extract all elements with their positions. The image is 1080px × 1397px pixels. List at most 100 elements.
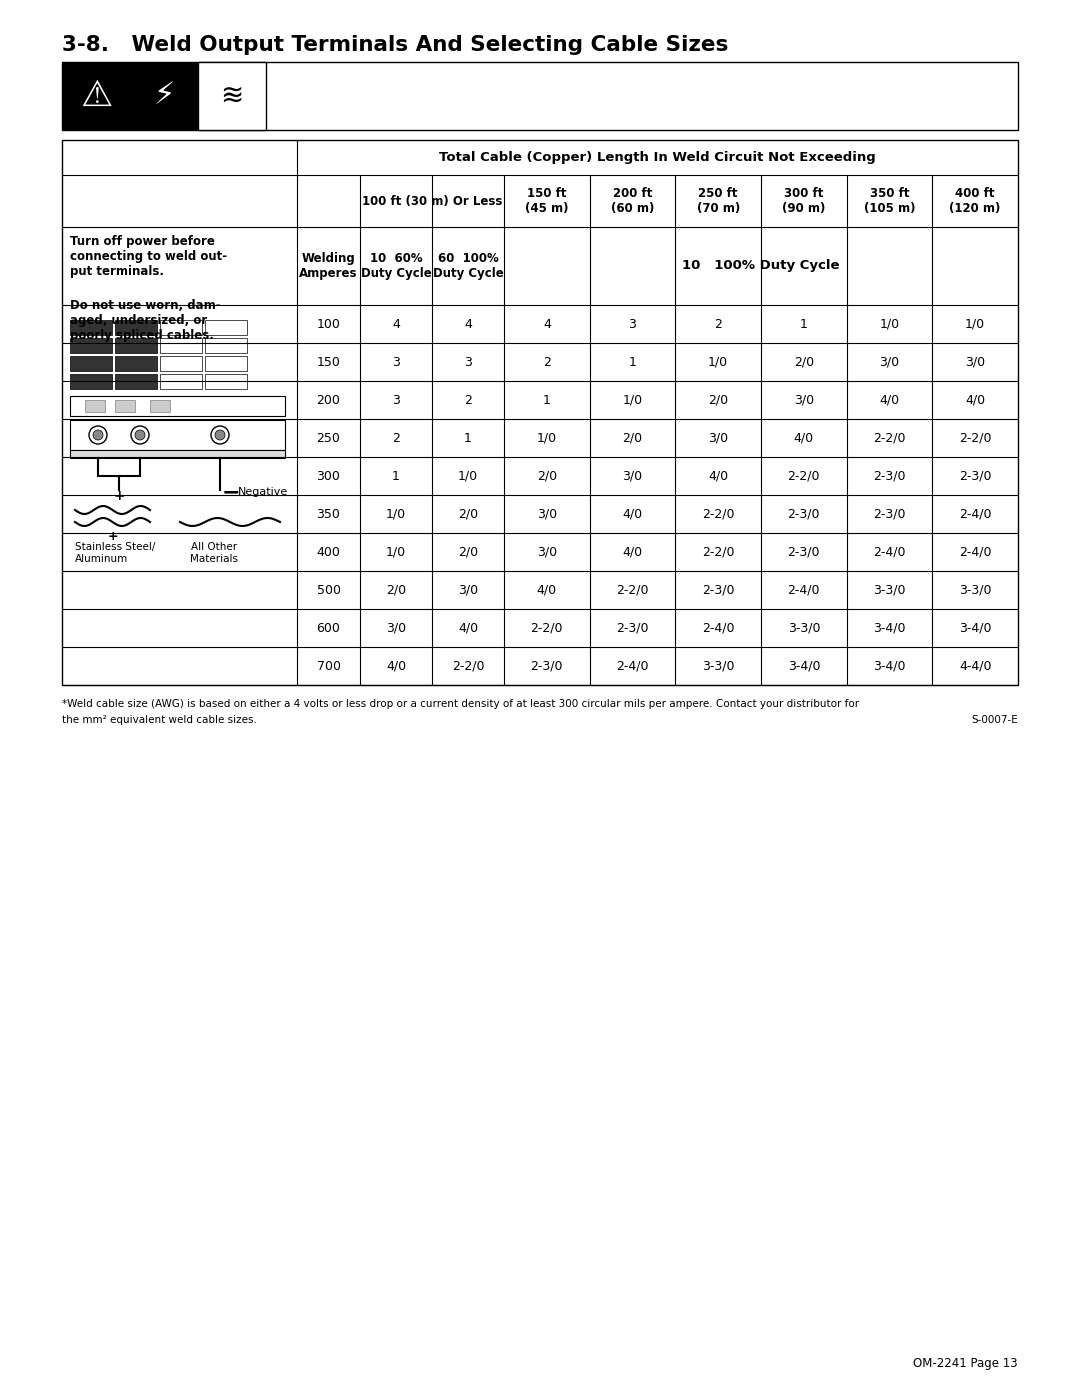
Text: 2: 2 — [714, 317, 723, 331]
Circle shape — [211, 426, 229, 444]
Text: 1: 1 — [392, 469, 400, 482]
Text: 350: 350 — [316, 507, 340, 521]
Text: 3/0: 3/0 — [386, 622, 406, 634]
Text: 3/0: 3/0 — [458, 584, 478, 597]
Text: 2-4/0: 2-4/0 — [959, 507, 991, 521]
Bar — [198, 61, 266, 130]
Bar — [70, 395, 285, 416]
Bar — [160, 320, 202, 335]
Text: 3-3/0: 3-3/0 — [702, 659, 734, 672]
Text: 2-3/0: 2-3/0 — [874, 507, 906, 521]
Text: 150: 150 — [316, 355, 340, 369]
Text: 3/0: 3/0 — [537, 545, 557, 559]
Bar — [70, 356, 112, 372]
Text: Turn off power before
connecting to weld out-
put terminals.: Turn off power before connecting to weld… — [70, 235, 227, 278]
Text: 4-4/0: 4-4/0 — [959, 659, 991, 672]
Text: 2/0: 2/0 — [708, 394, 728, 407]
Bar — [114, 320, 157, 335]
Text: 3-8.   Weld Output Terminals And Selecting Cable Sizes: 3-8. Weld Output Terminals And Selecting… — [62, 35, 728, 54]
Circle shape — [131, 426, 149, 444]
Text: 1/0: 1/0 — [537, 432, 557, 444]
Text: 4: 4 — [392, 317, 400, 331]
Text: 2-4/0: 2-4/0 — [787, 584, 820, 597]
Text: 1/0: 1/0 — [708, 355, 728, 369]
Text: ⚠: ⚠ — [80, 80, 112, 113]
Text: 10   100% Duty Cycle: 10 100% Duty Cycle — [683, 260, 840, 272]
Text: 250: 250 — [316, 432, 340, 444]
Text: 10  60%
Duty Cycle: 10 60% Duty Cycle — [361, 251, 431, 279]
Text: +: + — [107, 529, 118, 542]
Bar — [205, 320, 247, 335]
Bar — [130, 61, 198, 130]
Text: 300 ft
(90 m): 300 ft (90 m) — [782, 187, 825, 215]
Text: 2-2/0: 2-2/0 — [702, 507, 734, 521]
Text: 3-4/0: 3-4/0 — [874, 659, 906, 672]
Text: 2-3/0: 2-3/0 — [874, 469, 906, 482]
Text: 3-4/0: 3-4/0 — [787, 659, 820, 672]
Text: 1: 1 — [543, 394, 551, 407]
Text: 1: 1 — [629, 355, 636, 369]
Text: 250 ft
(70 m): 250 ft (70 m) — [697, 187, 740, 215]
Bar — [160, 374, 202, 388]
Text: 2-4/0: 2-4/0 — [617, 659, 649, 672]
Text: 2-2/0: 2-2/0 — [530, 622, 563, 634]
Text: 60  100%
Duty Cycle: 60 100% Duty Cycle — [433, 251, 503, 279]
Bar — [70, 338, 112, 353]
Text: 3/0: 3/0 — [879, 355, 900, 369]
Text: 3/0: 3/0 — [622, 469, 643, 482]
Bar — [114, 338, 157, 353]
Text: 1: 1 — [800, 317, 808, 331]
Text: Welding
Amperes: Welding Amperes — [299, 251, 357, 279]
Bar — [70, 320, 112, 335]
Text: 400 ft
(120 m): 400 ft (120 m) — [949, 187, 1001, 215]
Bar — [62, 61, 130, 130]
Text: OM-2241 Page 13: OM-2241 Page 13 — [914, 1356, 1018, 1370]
Text: 2/0: 2/0 — [622, 432, 643, 444]
Text: 1/0: 1/0 — [622, 394, 643, 407]
Bar — [114, 400, 135, 412]
Text: 2/0: 2/0 — [386, 584, 406, 597]
Bar — [70, 374, 112, 388]
Bar — [205, 356, 247, 372]
Text: 2: 2 — [392, 432, 400, 444]
Text: ≋: ≋ — [220, 82, 244, 110]
Text: 2-3/0: 2-3/0 — [959, 469, 991, 482]
Bar — [114, 356, 157, 372]
Text: Total Cable (Copper) Length In Weld Circuit Not Exceeding: Total Cable (Copper) Length In Weld Circ… — [440, 151, 876, 163]
Text: 4/0: 4/0 — [537, 584, 557, 597]
Text: 500: 500 — [316, 584, 340, 597]
Text: 3/0: 3/0 — [966, 355, 985, 369]
Text: 3-3/0: 3-3/0 — [787, 622, 820, 634]
Text: 4/0: 4/0 — [622, 545, 643, 559]
Text: 2: 2 — [464, 394, 472, 407]
Text: 2/0: 2/0 — [794, 355, 814, 369]
Text: *Weld cable size (AWG) is based on either a 4 volts or less drop or a current de: *Weld cable size (AWG) is based on eithe… — [62, 698, 859, 710]
Circle shape — [135, 430, 145, 440]
Text: All Other
Materials: All Other Materials — [190, 542, 238, 563]
Text: S-0007-E: S-0007-E — [971, 715, 1018, 725]
Text: 2-2/0: 2-2/0 — [959, 432, 991, 444]
Text: 3: 3 — [629, 317, 636, 331]
Text: 2-2/0: 2-2/0 — [874, 432, 906, 444]
Text: 2/0: 2/0 — [458, 545, 478, 559]
Text: 2-3/0: 2-3/0 — [787, 507, 820, 521]
Text: 700: 700 — [316, 659, 340, 672]
Text: 2-2/0: 2-2/0 — [617, 584, 649, 597]
Text: 4/0: 4/0 — [386, 659, 406, 672]
Text: 3: 3 — [464, 355, 472, 369]
Text: 1: 1 — [464, 432, 472, 444]
Text: 2-2/0: 2-2/0 — [787, 469, 820, 482]
Text: 1/0: 1/0 — [458, 469, 478, 482]
Text: 2-3/0: 2-3/0 — [617, 622, 649, 634]
Text: 350 ft
(105 m): 350 ft (105 m) — [864, 187, 915, 215]
Text: 1/0: 1/0 — [386, 545, 406, 559]
Bar — [160, 338, 202, 353]
Text: 1/0: 1/0 — [386, 507, 406, 521]
Bar — [205, 374, 247, 388]
Text: 3/0: 3/0 — [708, 432, 728, 444]
Text: 3: 3 — [392, 394, 400, 407]
Text: 1/0: 1/0 — [966, 317, 985, 331]
Text: 3: 3 — [392, 355, 400, 369]
Text: 4/0: 4/0 — [879, 394, 900, 407]
Text: 100 ft (30 m) Or Less: 100 ft (30 m) Or Less — [362, 194, 502, 208]
